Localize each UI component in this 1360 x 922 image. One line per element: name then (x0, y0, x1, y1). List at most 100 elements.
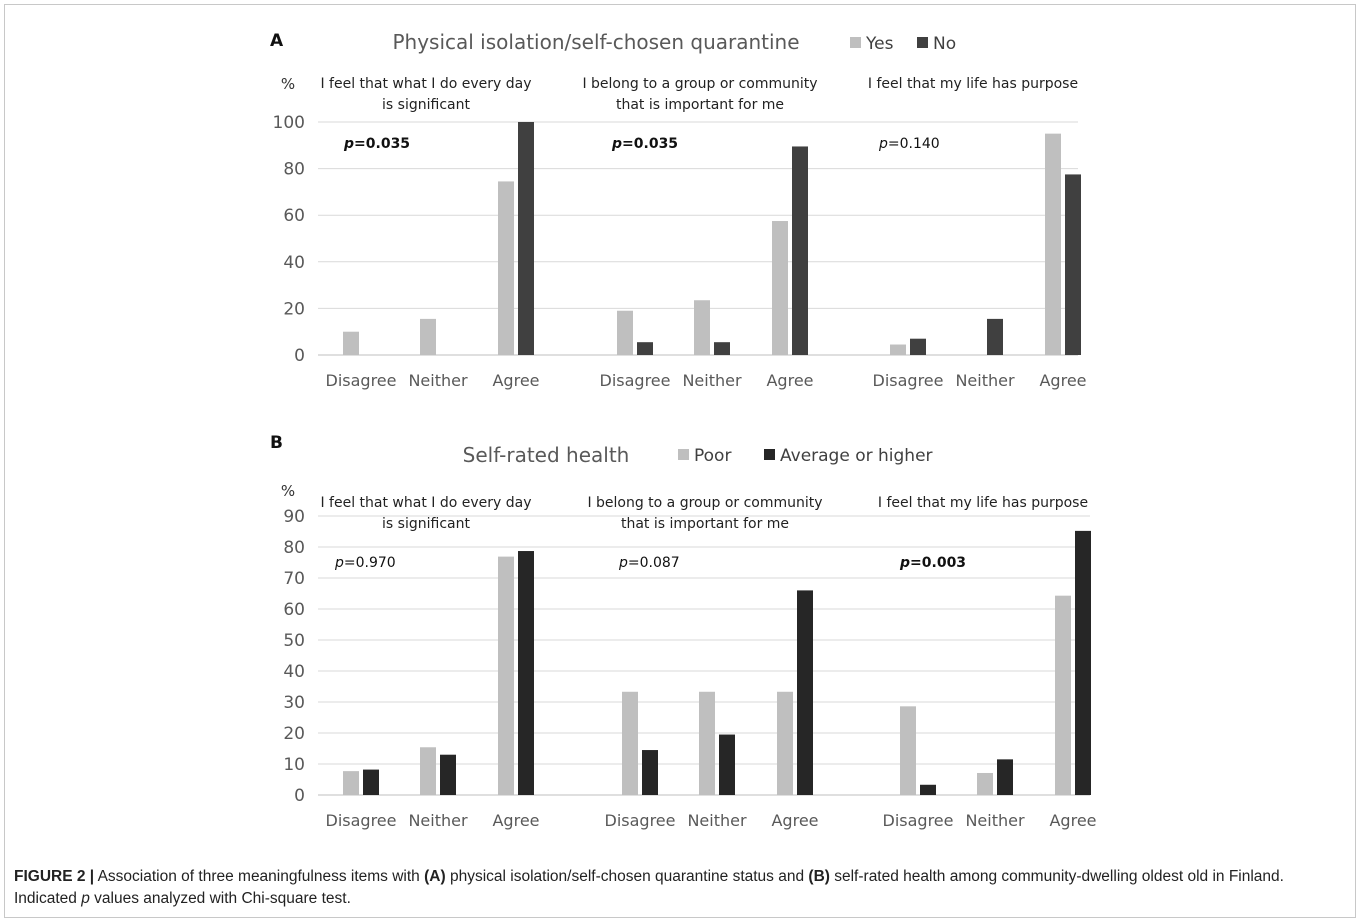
panel-b-bar-g1-disagree-s1 (343, 771, 359, 795)
caption-text-1: Association of three meaningfulness item… (94, 868, 425, 885)
panel-a-group-2-title-line-1: I belong to a group or community (582, 76, 817, 92)
panel-b-ytick-10: 10 (283, 755, 305, 775)
panel-a-bar-g2-agree-s1 (772, 221, 788, 355)
panel-a-legend-label-1: Yes (865, 34, 894, 54)
panel-b-ytick-80: 80 (283, 538, 305, 558)
panel-a-group-3-p-number: =0.140 (888, 136, 940, 152)
panel-a-bar-g1-agree-s2 (518, 122, 534, 355)
panel-b-bar-g1-neither-s1 (420, 747, 436, 795)
panel-b-bar-g1-neither-s2 (440, 754, 456, 795)
panel-a-bar-g2-disagree-s1 (617, 310, 633, 355)
caption-panel-a: (A) (424, 868, 446, 885)
panel-b-bar-g3-disagree-s1 (900, 706, 916, 795)
panel-b-category-g3-agree: Agree (1049, 811, 1096, 830)
panel-a-ytick-20: 20 (283, 299, 305, 319)
panel-a-group-1-title-line-2: is significant (382, 97, 470, 113)
panel-b-bar-g3-agree-s1 (1055, 595, 1071, 795)
panel-a-bar-g3-agree-s2 (1065, 174, 1081, 355)
panel-a-bar-g3-neither-s2 (987, 318, 1003, 355)
panel-a-legend-swatch-1 (850, 37, 861, 48)
panel-a-category-g1-disagree: Disagree (326, 371, 397, 390)
panel-a-ytick-100: 100 (273, 113, 305, 133)
panel-b-category-g2-agree: Agree (771, 811, 818, 830)
panel-b-title: Self-rated health (463, 443, 630, 467)
panel-a-bar-g2-neither-s1 (694, 300, 710, 355)
panel-b-group-1-p-value: p=0.970 (334, 555, 396, 571)
panel-a-bar-g3-agree-s1 (1045, 133, 1061, 355)
panel-b-bar-g2-neither-s1 (699, 691, 715, 795)
caption-text-3: self-rated health among community-dwelli… (14, 868, 1284, 907)
panel-a-bar-g3-disagree-s1 (890, 344, 906, 355)
panel-b-group-1-title-line-2: is significant (382, 516, 470, 532)
panel-b-bar-g1-agree-s2 (518, 551, 534, 795)
panel-b-group-2-p-symbol: p (618, 555, 628, 571)
panel-a-group-2-p-number: =0.035 (622, 136, 678, 152)
panel-a-legend-label-2: No (933, 34, 956, 54)
panel-b-bar-g2-disagree-s2 (642, 750, 658, 795)
panel-a-category-g2-agree: Agree (766, 371, 813, 390)
panel-a-group-3-p-value: p=0.140 (878, 136, 940, 152)
panel-b-ytick-0: 0 (294, 786, 305, 806)
panel-b-ytick-70: 70 (283, 569, 305, 589)
panel-b-category-g3-neither: Neither (965, 811, 1025, 830)
panel-b-bar-g2-agree-s1 (777, 691, 793, 795)
panel-a-group-1-p-symbol: p (343, 136, 354, 152)
panel-a-bar-g1-agree-s1 (498, 181, 514, 355)
panel-b-group-2-title-line-2: that is important for me (621, 516, 789, 532)
panel-b-category-g2-neither: Neither (687, 811, 747, 830)
panel-a-category-g1-neither: Neither (408, 371, 468, 390)
panel-b-group-1-p-number: =0.970 (344, 555, 396, 571)
panel-b-group-1-p-symbol: p (334, 555, 344, 571)
panel-b-bar-g2-disagree-s1 (622, 691, 638, 795)
panel-b-ytick-30: 30 (283, 693, 305, 713)
panel-a-category-g3-neither: Neither (955, 371, 1015, 390)
panel-a-ytick-60: 60 (283, 206, 305, 226)
figure-caption: FIGURE 2 | Association of three meaningf… (14, 866, 1344, 910)
panel-a-category-g1-agree: Agree (492, 371, 539, 390)
figure-svg: A Physical isolation/self-chosen quaranti… (270, 30, 1097, 830)
panel-a-title: Physical isolation/self-chosen quarantin… (392, 30, 799, 54)
panel-b-group-3-title-line-1: I feel that my life has purpose (878, 495, 1088, 511)
panel-b-bar-g1-agree-s1 (498, 556, 514, 795)
panel-b-legend-label-1: Poor (694, 446, 731, 466)
panel-b-category-g2-disagree: Disagree (605, 811, 676, 830)
panel-a-group-2-title-line-2: that is important for me (616, 97, 784, 113)
panel-b-category-g1-disagree: Disagree (326, 811, 397, 830)
panel-a-group-2-p-symbol: p (611, 136, 622, 152)
panel-a-category-g3-agree: Agree (1039, 371, 1086, 390)
panel-b-label: B (270, 433, 283, 453)
panel-b-category-g1-agree: Agree (492, 811, 539, 830)
panel-b-bar-g3-neither-s2 (997, 759, 1013, 795)
panel-a-category-g2-disagree: Disagree (600, 371, 671, 390)
panel-b-group-2-p-value: p=0.087 (618, 555, 680, 571)
panel-a-ytick-0: 0 (294, 346, 305, 366)
caption-p-symbol: p (81, 890, 90, 907)
panel-a-group-1-p-number: =0.035 (354, 136, 410, 152)
panel-b-bar-g1-disagree-s2 (363, 769, 379, 795)
panel-a-bar-g2-disagree-s2 (637, 342, 653, 355)
panel-b-group-3-p-symbol: p (899, 555, 910, 571)
panel-a-bar-g2-agree-s2 (792, 146, 808, 355)
caption-text-4: values analyzed with Chi-square test. (89, 890, 351, 907)
panel-b-bar-g2-neither-s2 (719, 734, 735, 795)
panel-a-bar-g2-neither-s2 (714, 342, 730, 355)
panel-b-legend-swatch-1 (678, 449, 689, 460)
panel-a-bar-g3-disagree-s2 (910, 338, 926, 355)
panel-a-ytick-40: 40 (283, 253, 305, 273)
panel-a-category-g3-disagree: Disagree (873, 371, 944, 390)
panel-b-ytick-20: 20 (283, 724, 305, 744)
caption-fig-label: FIGURE 2 | (14, 868, 95, 885)
panel-b-ytick-60: 60 (283, 600, 305, 620)
panel-b-group-3-p-number: =0.003 (910, 555, 966, 571)
panel-a-group-1-p-value: p=0.035 (343, 136, 410, 152)
panel-b-group-2-title-line-1: I belong to a group or community (587, 495, 822, 511)
panel-b-legend-swatch-2 (764, 449, 775, 460)
panel-a-ytick-80: 80 (283, 160, 305, 180)
panel-a-group-3-p-symbol: p (878, 136, 888, 152)
caption-text-2: physical isolation/self-chosen quarantin… (445, 868, 809, 885)
panel-a-group-1-title-line-1: I feel that what I do every day (320, 76, 531, 92)
panel-b-group-1-title-line-1: I feel that what I do every day (320, 495, 531, 511)
panel-b-group-3-p-value: p=0.003 (899, 555, 966, 571)
panel-b-category-g1-neither: Neither (408, 811, 468, 830)
panel-b-bar-g3-agree-s2 (1075, 530, 1091, 795)
